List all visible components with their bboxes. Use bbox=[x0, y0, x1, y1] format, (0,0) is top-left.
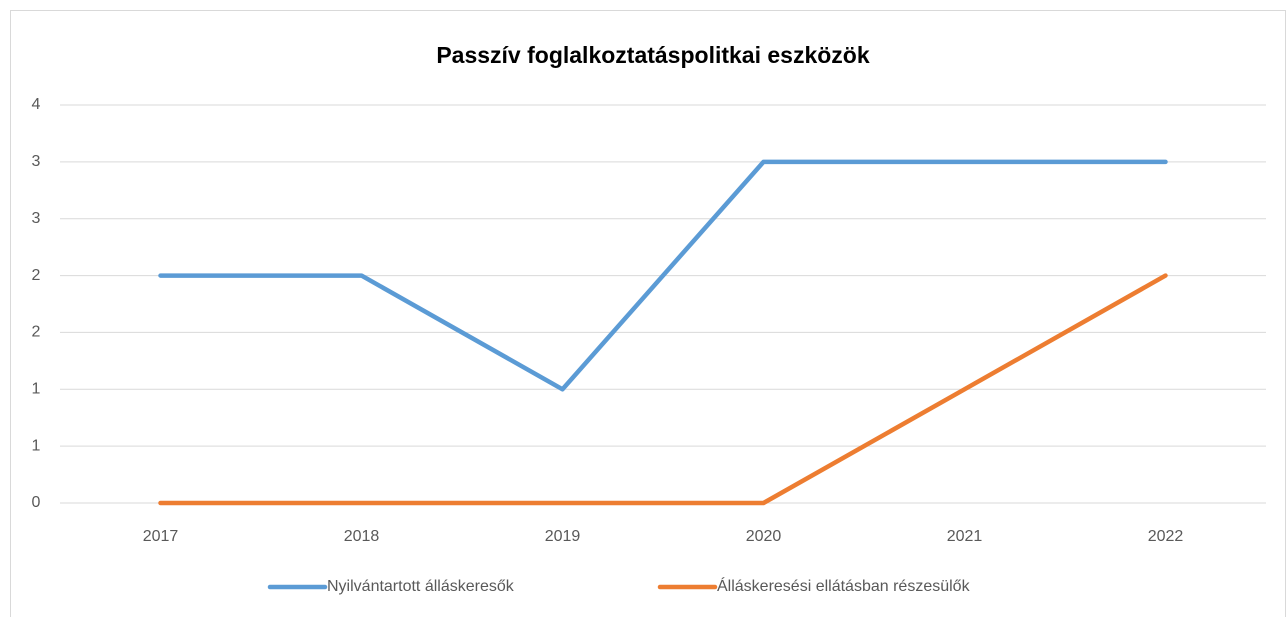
y-tick-label: 3 bbox=[32, 210, 41, 227]
x-tick-label: 2017 bbox=[143, 528, 179, 545]
legend-label: Nyilvántartott álláskeresők bbox=[327, 578, 515, 595]
y-tick-label: 1 bbox=[32, 381, 41, 398]
y-tick-label: 4 bbox=[32, 96, 41, 113]
data-line bbox=[158, 159, 1168, 392]
y-tick-label: 2 bbox=[32, 267, 41, 284]
x-tick-label: 2020 bbox=[746, 528, 782, 545]
legend-label: Álláskeresési ellátásban részesülők bbox=[717, 576, 971, 595]
x-tick-label: 2018 bbox=[344, 528, 380, 545]
y-tick-label: 2 bbox=[32, 324, 41, 341]
chart-title: Passzív foglalkoztatáspolitkai eszközök bbox=[436, 42, 870, 68]
data-line bbox=[158, 273, 1168, 506]
x-tick-label: 2021 bbox=[947, 528, 983, 545]
x-tick-label: 2022 bbox=[1148, 528, 1184, 545]
x-tick-label: 2019 bbox=[545, 528, 581, 545]
y-tick-label: 0 bbox=[32, 494, 41, 511]
y-tick-label: 1 bbox=[32, 437, 41, 454]
y-tick-label: 3 bbox=[32, 153, 41, 170]
chart-border bbox=[10, 10, 1286, 617]
